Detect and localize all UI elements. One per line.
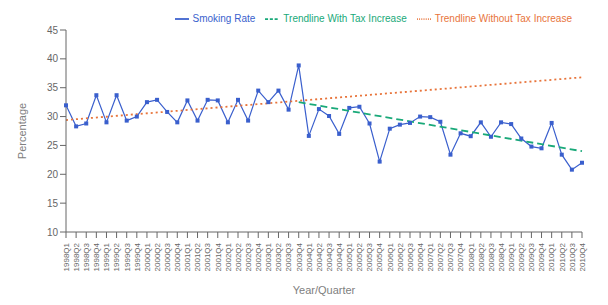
svg-text:2004Q3: 2004Q3 (325, 242, 334, 271)
svg-text:1998Q4: 1998Q4 (92, 242, 101, 271)
svg-text:2010Q3: 2010Q3 (568, 242, 577, 271)
svg-text:2006Q3: 2006Q3 (406, 242, 415, 271)
html-text:Trendline Without Tax Increase: Trendline Without Tax Increase (434, 12, 572, 24)
svg-text:2005Q4: 2005Q4 (375, 242, 384, 271)
svg-text:2000Q3: 2000Q3 (163, 242, 172, 271)
svg-text:2005Q2: 2005Q2 (355, 242, 364, 271)
svg-text:2002Q4: 2002Q4 (254, 242, 263, 271)
svg-text:2007Q3: 2007Q3 (446, 242, 455, 271)
svg-text:25: 25 (47, 140, 59, 151)
svg-text:2006Q4: 2006Q4 (416, 242, 425, 271)
svg-text:Percentage: Percentage (16, 103, 28, 159)
svg-text:2004Q4: 2004Q4 (335, 242, 344, 271)
svg-text:Year/Quarter: Year/Quarter (293, 284, 356, 296)
svg-text:2010Q1: 2010Q1 (547, 242, 556, 271)
svg-text:1998Q1: 1998Q1 (62, 242, 71, 271)
svg-text:2010Q2: 2010Q2 (558, 242, 567, 271)
svg-text:1998Q3: 1998Q3 (82, 242, 91, 271)
svg-text:2005Q3: 2005Q3 (365, 242, 374, 271)
svg-text:1999Q3: 1999Q3 (123, 242, 132, 271)
svg-text:2000Q4: 2000Q4 (173, 242, 182, 271)
svg-text:1999Q1: 1999Q1 (102, 242, 111, 271)
html-text:Smoking Rate: Smoking Rate (192, 12, 256, 24)
svg-text:2003Q2: 2003Q2 (274, 242, 283, 271)
svg-text:2008Q3: 2008Q3 (487, 242, 496, 271)
svg-text:45: 45 (47, 25, 59, 36)
svg-text:2004Q1: 2004Q1 (305, 242, 314, 271)
svg-text:2002Q1: 2002Q1 (224, 242, 233, 271)
svg-text:2002Q2: 2002Q2 (234, 242, 243, 271)
svg-text:2005Q1: 2005Q1 (345, 242, 354, 271)
svg-text:2000Q2: 2000Q2 (153, 242, 162, 271)
svg-text:2009Q1: 2009Q1 (507, 242, 516, 271)
svg-text:2009Q3: 2009Q3 (527, 242, 536, 271)
svg-text:2008Q2: 2008Q2 (477, 242, 486, 271)
svg-text:2008Q4: 2008Q4 (497, 242, 506, 271)
svg-text:2000Q1: 2000Q1 (143, 242, 152, 271)
svg-text:35: 35 (47, 82, 59, 93)
svg-text:2001Q1: 2001Q1 (183, 242, 192, 271)
svg-text:2009Q2: 2009Q2 (517, 242, 526, 271)
svg-text:2006Q1: 2006Q1 (386, 242, 395, 271)
svg-text:2003Q4: 2003Q4 (295, 242, 304, 271)
svg-text:30: 30 (47, 111, 59, 122)
svg-text:2002Q3: 2002Q3 (244, 242, 253, 271)
svg-text:2008Q1: 2008Q1 (467, 242, 476, 271)
svg-text:2003Q3: 2003Q3 (284, 242, 293, 271)
svg-text:2001Q3: 2001Q3 (203, 242, 212, 271)
svg-text:2010Q4: 2010Q4 (578, 242, 587, 271)
svg-text:2007Q1: 2007Q1 (426, 242, 435, 271)
svg-text:1999Q4: 1999Q4 (133, 242, 142, 271)
svg-text:10: 10 (47, 227, 59, 238)
svg-text:1999Q2: 1999Q2 (112, 242, 121, 271)
svg-text:2009Q4: 2009Q4 (537, 242, 546, 271)
svg-text:2004Q2: 2004Q2 (315, 242, 324, 271)
svg-text:1998Q2: 1998Q2 (72, 242, 81, 271)
html-text:Trendline With Tax Increase: Trendline With Tax Increase (283, 12, 407, 24)
svg-text:15: 15 (47, 198, 59, 209)
svg-text:2003Q1: 2003Q1 (264, 242, 273, 271)
svg-text:40: 40 (47, 53, 59, 64)
svg-text:2001Q4: 2001Q4 (214, 242, 223, 271)
svg-text:2006Q2: 2006Q2 (396, 242, 405, 271)
svg-text:2001Q2: 2001Q2 (193, 242, 202, 271)
svg-text:2007Q4: 2007Q4 (456, 242, 465, 271)
svg-text:20: 20 (47, 169, 59, 180)
svg-text:2007Q2: 2007Q2 (436, 242, 445, 271)
